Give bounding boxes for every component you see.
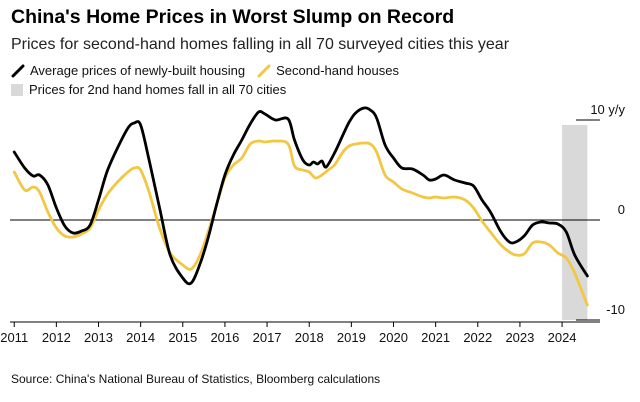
legend-item-new-homes: Average prices of newly-built housing: [11, 63, 245, 78]
legend-label-second-hand: Second-hand houses: [276, 63, 399, 78]
chart-subtitle: Prices for second-hand homes falling in …: [11, 36, 510, 53]
x-tick-label-2015: 2015: [168, 330, 197, 345]
legend-item-shaded: Prices for 2nd hand homes fall in all 70…: [11, 82, 286, 97]
legend-label-new-homes: Average prices of newly-built housing: [30, 63, 246, 78]
series-group: [12, 106, 589, 307]
legend-swatch-second-hand: [257, 64, 271, 77]
axis-group: [10, 119, 600, 327]
x-tick-label-2023: 2023: [505, 330, 534, 345]
x-tick-label-2014: 2014: [126, 330, 155, 345]
shaded-region: [562, 125, 588, 320]
x-tick-label-2020: 2020: [379, 330, 408, 345]
shaded-region-group: [562, 125, 588, 320]
y-tick-label-2: -10: [606, 302, 625, 317]
legend-swatch-new-homes: [11, 64, 25, 77]
legend-swatch-shaded: [11, 83, 23, 96]
new-homes-line: [12, 106, 589, 286]
x-tick-label-2012: 2012: [42, 330, 71, 345]
x-tick-label-2018: 2018: [295, 330, 324, 345]
second-hand-line: [12, 139, 589, 307]
x-tick-label-2013: 2013: [84, 330, 113, 345]
x-tick-label-2019: 2019: [337, 330, 366, 345]
source-note: Source: China's National Bureau of Stati…: [11, 372, 381, 386]
x-tick-label-2011: 2011: [0, 330, 28, 345]
y-tick-label-0: 10 y/y: [590, 102, 625, 117]
tick-label-group: 10 y/y 0 -10 2011 2012 2013 2014 2015 2016 2017 20…: [0, 102, 625, 345]
legend: Average prices of newly-built housing Se…: [11, 61, 411, 99]
x-tick-label-2021: 2021: [421, 330, 450, 345]
x-tick-label-2024: 2024: [548, 330, 577, 345]
x-tick-label-2016: 2016: [210, 330, 239, 345]
chart-title: China's Home Prices in Worst Slump on Re…: [11, 6, 455, 28]
y-tick-label-1: 0: [618, 202, 625, 217]
legend-item-second-hand: Second-hand houses: [257, 63, 399, 78]
x-tick-label-2022: 2022: [463, 330, 492, 345]
legend-label-shaded: Prices for 2nd hand homes fall in all 70…: [29, 82, 287, 97]
x-tick-label-2017: 2017: [253, 330, 282, 345]
